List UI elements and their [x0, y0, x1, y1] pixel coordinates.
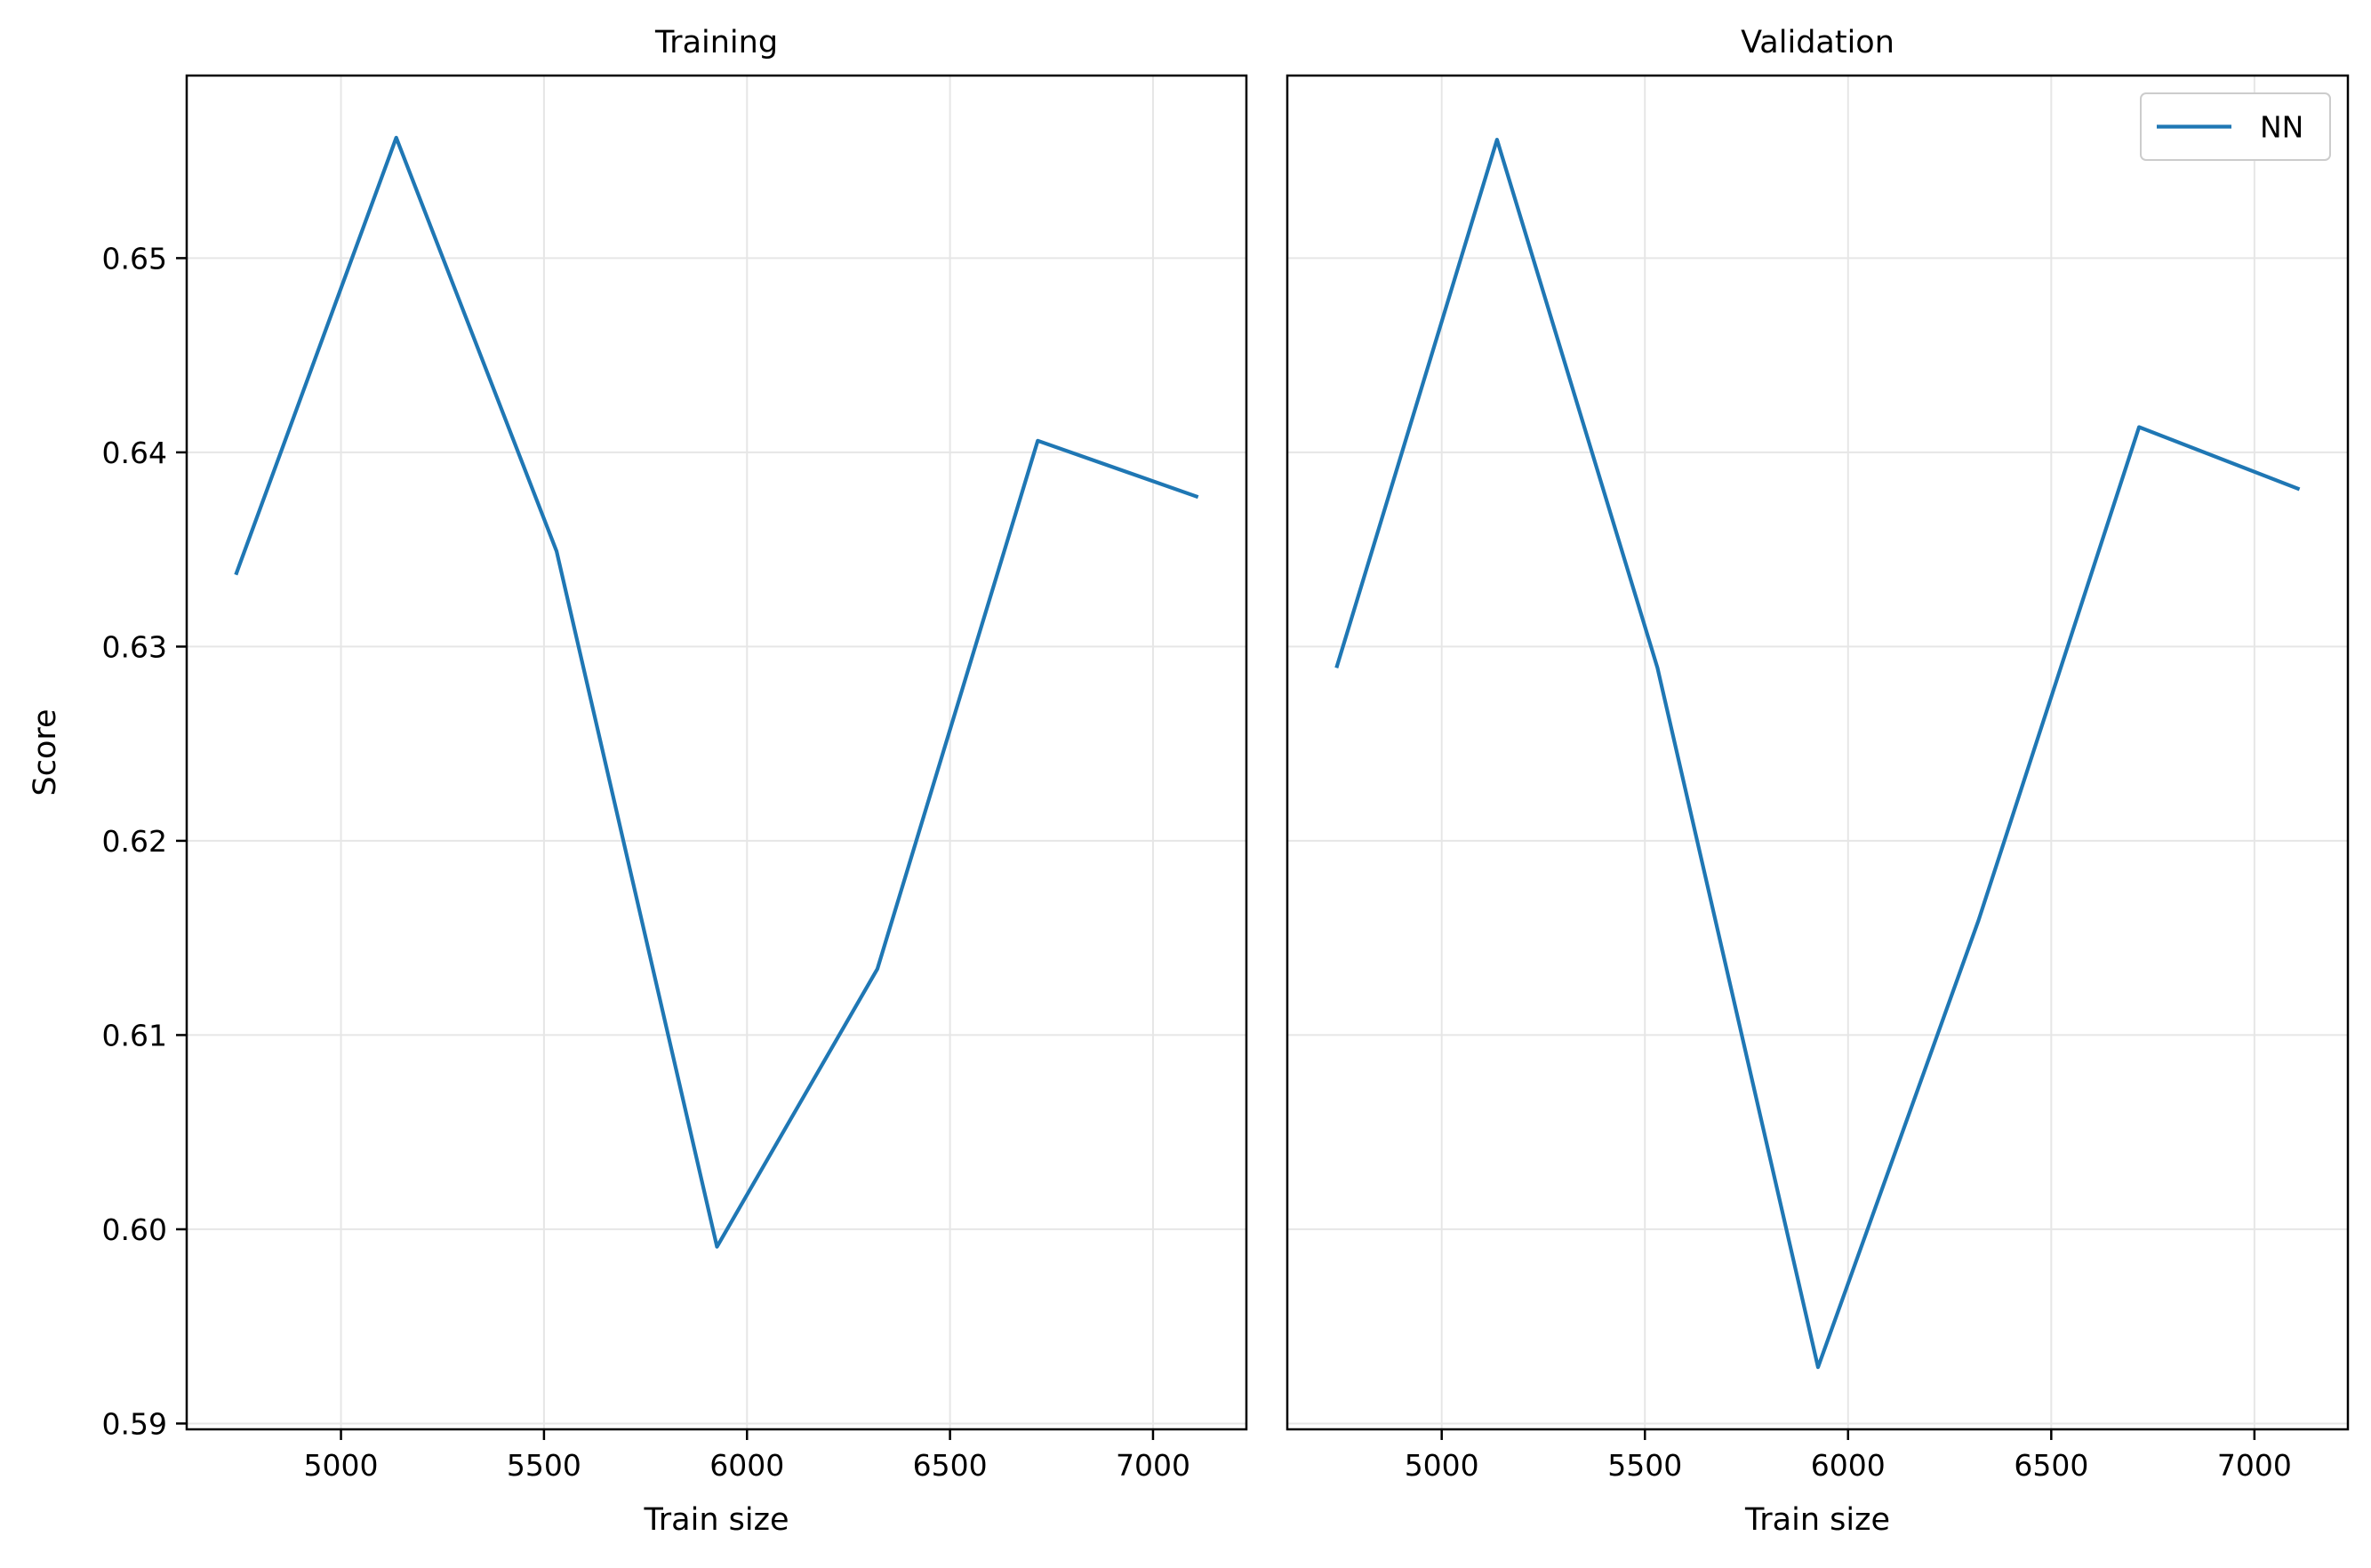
- validation-x-tick-label: 7000: [2217, 1448, 2292, 1483]
- validation-x-axis-label: Train size: [1744, 1502, 1890, 1538]
- training-y-tick-label: 0.59: [102, 1406, 167, 1441]
- training-x-tick-label: 5500: [507, 1448, 581, 1483]
- validation-series: [1334, 138, 2301, 1370]
- training-title: Training: [654, 25, 778, 60]
- training-x-tick-label: 6500: [913, 1448, 988, 1483]
- legend-box: [2140, 92, 2331, 161]
- training-y-tick-label: 0.63: [102, 629, 167, 664]
- training-panel: 5000 5500 6000 6500 7000 0.59 0.60 0.61 0.62 0.6…: [28, 25, 1248, 1538]
- validation-panel: 5000 5500 6000 6500 7000 Validation Train si…: [1286, 25, 2350, 1538]
- training-y-ticks: 0.59 0.60 0.61 0.62 0.63 0.64 0.65: [102, 241, 187, 1441]
- training-x-ticks: 5000 5500 6000 6500 7000: [304, 1429, 1190, 1483]
- training-y-tick-label: 0.60: [102, 1212, 167, 1247]
- validation-grid: [1287, 76, 2348, 1429]
- training-y-axis-label: Score: [28, 708, 63, 796]
- legend-label-nn: NN: [2260, 110, 2303, 145]
- training-series: [234, 135, 1199, 1249]
- validation-x-tick-label: 5500: [1607, 1448, 1682, 1483]
- validation-title: Validation: [1741, 25, 1894, 60]
- validation-x-ticks: 5000 5500 6000 6500 7000: [1405, 1429, 2292, 1483]
- training-y-tick-label: 0.65: [102, 241, 167, 276]
- validation-x-tick-label: 6000: [1811, 1448, 1886, 1483]
- validation-series-line: [1334, 138, 2301, 1370]
- training-y-tick-label: 0.64: [102, 436, 167, 470]
- validation-x-tick-label: 6500: [2014, 1448, 2088, 1483]
- validation-plot-frame: [1286, 74, 2350, 1431]
- training-grid: [187, 76, 1246, 1429]
- training-y-tick-label: 0.61: [102, 1018, 167, 1052]
- training-x-tick-label: 5000: [304, 1448, 379, 1483]
- training-x-tick-label: 7000: [1116, 1448, 1190, 1483]
- validation-x-tick-label: 5000: [1405, 1448, 1479, 1483]
- training-x-axis-label: Train size: [644, 1502, 789, 1538]
- training-y-tick-label: 0.62: [102, 824, 167, 859]
- legend: NN: [2140, 92, 2331, 161]
- training-series-line: [234, 135, 1199, 1249]
- training-plot-frame: [185, 74, 1248, 1431]
- training-x-tick-label: 6000: [709, 1448, 784, 1483]
